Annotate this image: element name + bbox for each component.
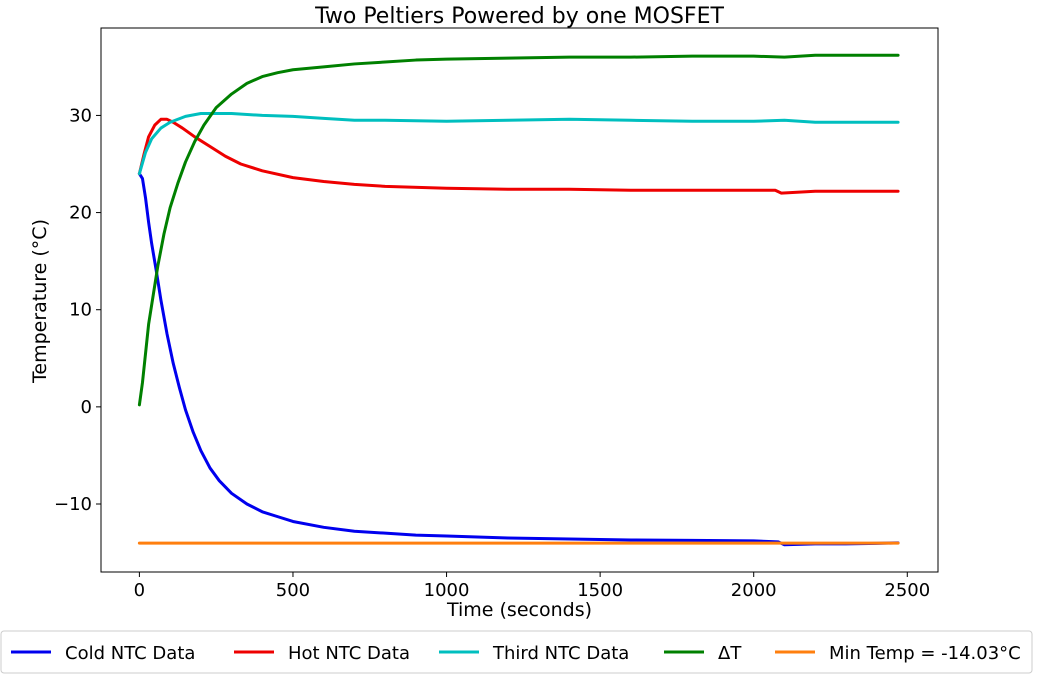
series-line-3 — [137, 53, 900, 407]
legend-label-1: Hot NTC Data — [288, 643, 410, 664]
y-tick-label: 10 — [69, 300, 92, 321]
legend-label-3: ΔT — [718, 643, 742, 664]
legend: Cold NTC Data Hot NTC Data Third NTC Data Δ… — [11, 643, 1021, 664]
x-tick-label: 500 — [276, 580, 310, 601]
legend-label-2: Third NTC Data — [492, 643, 629, 664]
series-line-0 — [137, 172, 900, 547]
y-tick-label: 30 — [69, 105, 92, 126]
y-tick-label: −10 — [54, 494, 92, 515]
chart-title: Two Peltiers Powered by one MOSFET — [314, 4, 724, 29]
y-tick-label: 0 — [81, 397, 92, 418]
axes-layer: 0 500 1000 1500 2000 2500 −10 0 10 20 30 — [54, 27, 939, 601]
y-tick-label: 20 — [69, 203, 92, 224]
x-tick-label: 0 — [134, 580, 145, 601]
series-layer — [137, 53, 900, 547]
x-tick-label: 2500 — [884, 580, 930, 601]
x-tick-label: 1000 — [424, 580, 470, 601]
plot-area — [101, 28, 938, 572]
series-line-2 — [137, 111, 900, 176]
plot-background — [101, 28, 938, 572]
y-axis-label: Temperature (°C) — [29, 219, 51, 384]
series-line-1 — [137, 117, 900, 195]
legend-label-0: Cold NTC Data — [65, 643, 195, 664]
plot-frame — [100, 27, 939, 573]
x-axis-label: Time (seconds) — [446, 599, 592, 621]
x-tick-label: 1500 — [577, 580, 623, 601]
legend-label-4: Min Temp = -14.03°C — [829, 643, 1021, 664]
x-tick-label: 2000 — [731, 580, 777, 601]
legend-box — [0, 630, 1033, 674]
